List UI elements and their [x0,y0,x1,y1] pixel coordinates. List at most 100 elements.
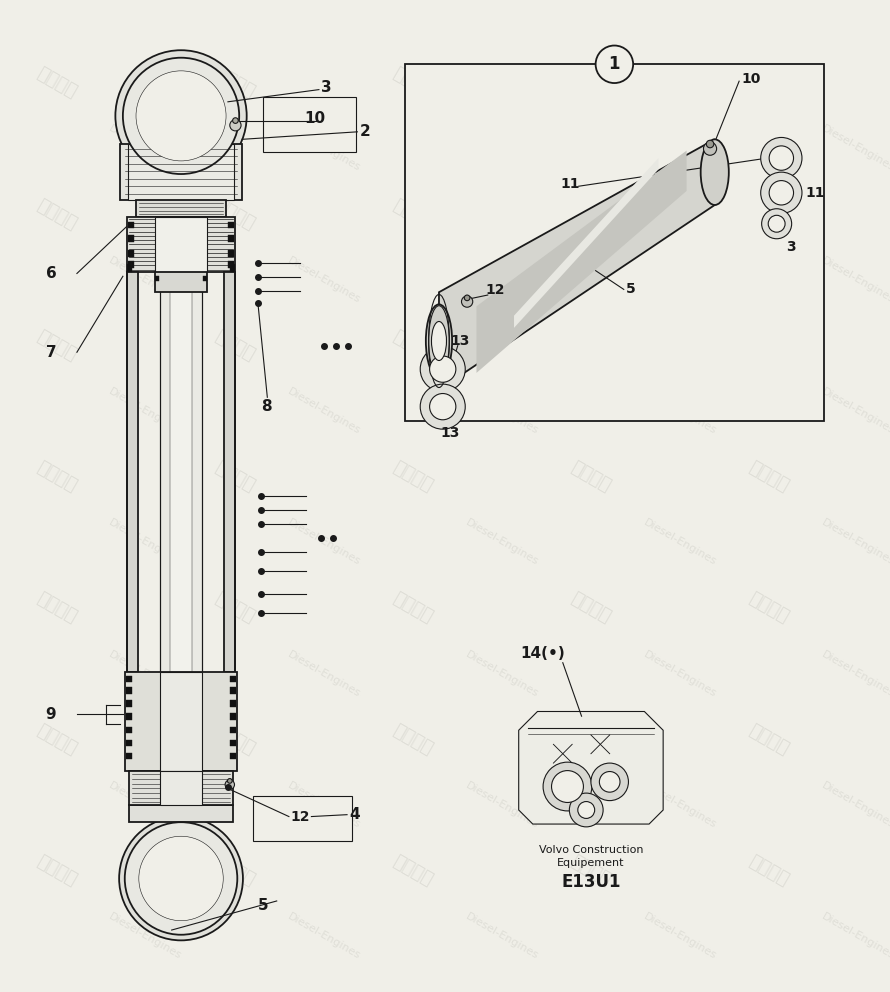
Text: Diesel-Engines: Diesel-Engines [464,649,540,699]
Circle shape [123,58,239,174]
Text: 紫发动力: 紫发动力 [746,64,792,101]
Text: 紫发动力: 紫发动力 [212,721,257,758]
Text: 1: 1 [609,56,620,73]
Bar [126,264,133,272]
Text: Diesel-Engines: Diesel-Engines [286,649,361,699]
Bar [160,673,202,771]
Text: Diesel-Engines: Diesel-Engines [642,255,718,305]
Circle shape [139,836,223,921]
Text: Diesel-Engines: Diesel-Engines [464,912,540,961]
Text: 6: 6 [45,266,56,281]
Bar [125,673,238,771]
Circle shape [707,140,714,148]
Circle shape [703,142,716,156]
Text: 9: 9 [45,707,56,722]
Circle shape [768,215,785,232]
Text: Diesel-Engines: Diesel-Engines [642,387,718,436]
Text: 11: 11 [560,178,579,191]
Text: 紫发动力: 紫发动力 [746,327,792,364]
Text: 紫发动力: 紫发动力 [390,852,436,890]
Bar [125,676,133,682]
Bar [228,250,234,257]
Bar [230,687,237,693]
Text: 紫发动力: 紫发动力 [212,327,257,364]
Bar [126,217,236,272]
Circle shape [228,779,232,784]
Text: 紫发动力: 紫发动力 [212,852,257,890]
Text: 紫发动力: 紫发动力 [568,458,614,496]
Circle shape [119,816,243,940]
Text: Diesel-Engines: Diesel-Engines [820,124,890,174]
Text: 2: 2 [360,124,371,139]
Bar [230,713,237,720]
Circle shape [761,138,802,179]
Text: Diesel-Engines: Diesel-Engines [642,124,718,174]
Circle shape [430,356,456,382]
Bar [230,264,236,272]
Text: 8: 8 [261,399,271,414]
Circle shape [769,181,794,205]
Bar [230,676,237,682]
Circle shape [599,772,620,793]
Text: 紫发动力: 紫发动力 [568,721,614,758]
Bar [155,217,207,272]
Text: Diesel-Engines: Diesel-Engines [107,518,183,567]
Circle shape [769,146,794,171]
Bar [126,272,138,673]
Circle shape [116,51,247,182]
Text: 紫发动力: 紫发动力 [746,852,792,890]
Circle shape [595,46,633,83]
Circle shape [462,296,473,308]
Circle shape [570,793,603,827]
Text: 10: 10 [303,111,325,126]
Text: Diesel-Engines: Diesel-Engines [464,124,540,174]
Bar [224,272,236,673]
Text: 13: 13 [450,334,470,348]
Bar [127,250,134,257]
Circle shape [578,802,595,818]
Bar [125,753,133,759]
Circle shape [465,295,470,301]
Bar [263,97,356,152]
Text: 紫发动力: 紫发动力 [212,590,257,627]
Text: Diesel-Engines: Diesel-Engines [820,255,890,305]
Text: 4: 4 [349,807,360,822]
Text: 紫发动力: 紫发动力 [568,327,614,364]
Text: Diesel-Engines: Diesel-Engines [107,912,183,961]
Bar [125,713,133,720]
Circle shape [761,173,802,213]
Text: 7: 7 [45,345,56,360]
Polygon shape [519,711,663,824]
Text: 紫发动力: 紫发动力 [568,590,614,627]
Text: Diesel-Engines: Diesel-Engines [464,387,540,436]
Circle shape [552,771,584,803]
Text: 3: 3 [786,240,796,254]
Text: 紫发动力: 紫发动力 [33,458,79,496]
Text: 紫发动力: 紫发动力 [390,195,436,233]
Circle shape [145,843,216,914]
Bar [230,726,237,733]
Text: Diesel-Engines: Diesel-Engines [286,255,361,305]
Ellipse shape [425,305,452,378]
Bar [230,740,237,746]
Text: 12: 12 [291,809,311,823]
Text: 10: 10 [741,72,760,86]
Text: Diesel-Engines: Diesel-Engines [286,387,361,436]
Text: 12: 12 [485,284,505,298]
Text: 紫发动力: 紫发动力 [33,852,79,890]
Bar [155,276,159,281]
Text: 紫发动力: 紫发动力 [390,64,436,101]
Bar [155,272,207,293]
Text: —: — [83,709,93,719]
Text: 紫发动力: 紫发动力 [390,590,436,627]
Text: 紫发动力: 紫发动力 [212,458,257,496]
Bar [125,726,133,733]
Ellipse shape [432,321,447,360]
Text: 紫发动力: 紫发动力 [746,590,792,627]
Text: 紫发动力: 紫发动力 [33,327,79,364]
Circle shape [591,763,628,801]
Text: 紫发动力: 紫发动力 [390,327,436,364]
Text: 紫发动力: 紫发动力 [212,195,257,233]
Text: Diesel-Engines: Diesel-Engines [464,518,540,567]
Bar [230,700,237,707]
